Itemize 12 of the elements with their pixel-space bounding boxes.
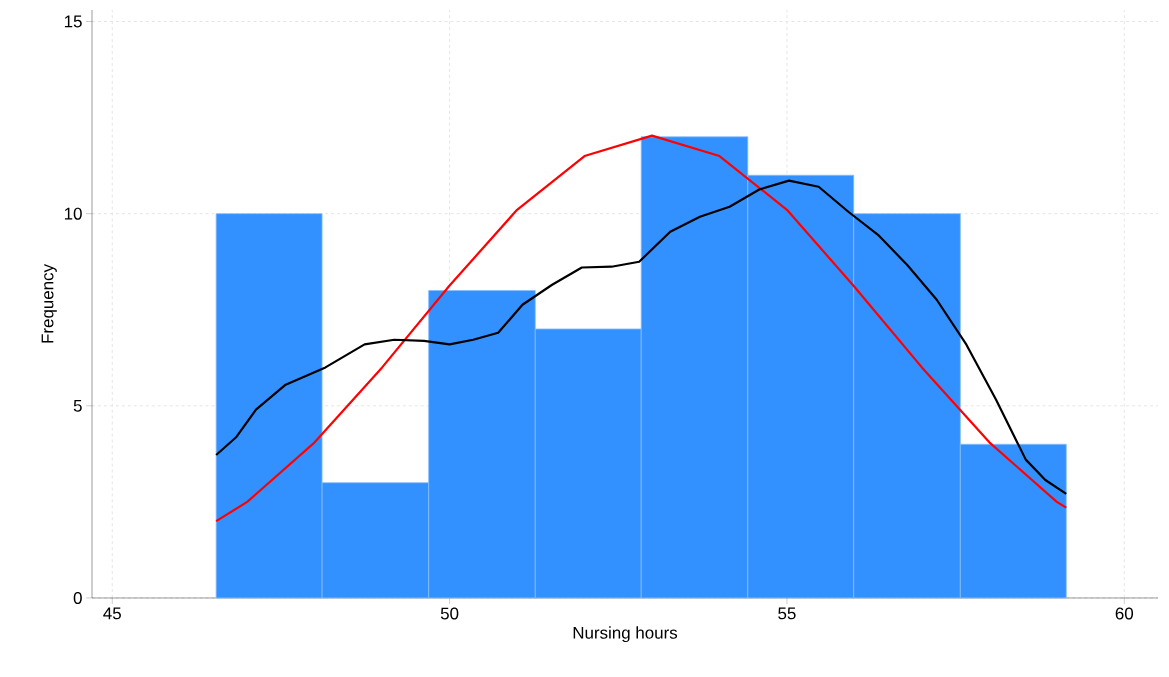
x-tick-label: 55 [778, 607, 796, 620]
x-tick-label: 45 [103, 607, 121, 620]
y-tick-label: 5 [73, 399, 82, 412]
y-axis-title: Frequency [41, 264, 57, 343]
y-tick-label: 0 [73, 591, 82, 604]
y-tick-label: 10 [64, 207, 82, 220]
x-axis-title: Nursing hours [573, 626, 678, 643]
line-series [215, 134, 1068, 523]
x-tick-label: 60 [1115, 607, 1134, 620]
x-tick-label: 50 [440, 607, 459, 620]
y-tick-label: 15 [64, 15, 82, 28]
line-series [215, 179, 1068, 495]
